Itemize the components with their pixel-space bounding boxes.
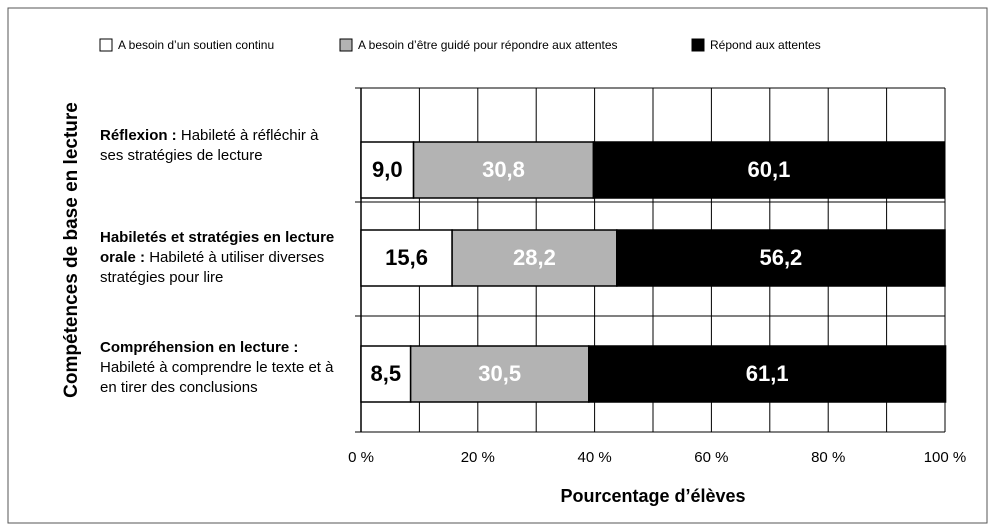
category-label: Réflexion : Habileté à réfléchir à ses s… bbox=[100, 126, 345, 166]
data-label: 28,2 bbox=[513, 245, 556, 270]
category-label-bold: Habiletés et stratégies en lecture orale… bbox=[100, 229, 335, 266]
data-label: 60,1 bbox=[748, 157, 791, 182]
legend-swatch bbox=[99, 38, 113, 52]
legend-label: A besoin d’un soutien continu bbox=[118, 38, 274, 52]
bar-segment bbox=[360, 345, 412, 403]
x-tick-label: 80 % bbox=[811, 449, 845, 466]
x-tick-label: 100 % bbox=[924, 449, 967, 466]
legend-swatch bbox=[339, 38, 353, 52]
bar-segment bbox=[592, 141, 946, 199]
data-label: 30,5 bbox=[478, 361, 521, 386]
x-axis-title: Pourcentage d’élèves bbox=[560, 486, 745, 506]
data-label: 61,1 bbox=[746, 361, 789, 386]
data-label: 8,5 bbox=[371, 361, 402, 386]
legend-label: Répond aux attentes bbox=[710, 38, 821, 52]
category-label: Compréhension en lecture : Habileté à co… bbox=[100, 338, 345, 398]
category-label-bold: Réflexion : bbox=[100, 127, 177, 144]
data-label: 30,8 bbox=[482, 157, 525, 182]
category-label-text: Habileté à comprendre le texte et à en t… bbox=[100, 359, 334, 396]
bar-segment bbox=[588, 345, 947, 403]
x-tick-label: 40 % bbox=[577, 449, 611, 466]
bar-segment bbox=[409, 345, 590, 403]
legend-label: A besoin d’être guidé pour répondre aux … bbox=[358, 38, 618, 52]
category-label-text: Habileté à utiliser diverses stratégies … bbox=[100, 249, 325, 286]
legend-swatch bbox=[691, 38, 705, 52]
bar-segment bbox=[616, 229, 946, 287]
bar-segment bbox=[451, 229, 618, 287]
data-label: 15,6 bbox=[385, 245, 428, 270]
category-label-bold: Compréhension en lecture : bbox=[100, 339, 299, 356]
x-tick-label: 0 % bbox=[348, 449, 374, 466]
category-label-text: Habileté à réfléchir à ses stratégies de… bbox=[100, 127, 319, 164]
bar-segment bbox=[412, 141, 595, 199]
data-label: 56,2 bbox=[759, 245, 802, 270]
data-label: 9,0 bbox=[372, 157, 403, 182]
x-tick-label: 20 % bbox=[461, 449, 495, 466]
bar-segment bbox=[360, 141, 415, 199]
x-tick-label: 60 % bbox=[694, 449, 728, 466]
category-label: Habiletés et stratégies en lecture orale… bbox=[100, 228, 345, 288]
y-axis-title: Compétences de base en lecture bbox=[61, 102, 82, 398]
